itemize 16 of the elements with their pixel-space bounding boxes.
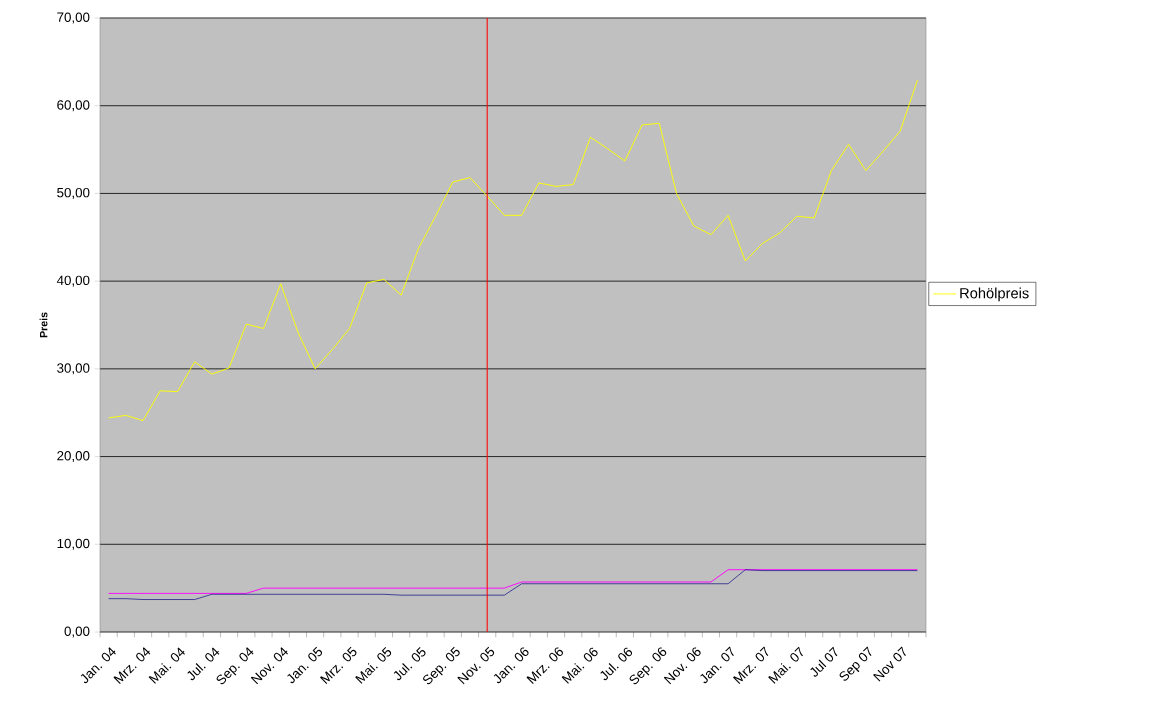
y-tick-label: 50,00 [57,187,90,199]
y-tick-label: 60,00 [57,100,90,112]
y-tick-label: 0,00 [64,626,90,638]
x-tick-label: Sep 07 [839,646,872,681]
y-tick-label: 10,00 [57,538,90,550]
y-axis-title: Preis [39,312,48,338]
line-series [108,79,918,422]
x-tick-label: Jul 07 [810,646,838,677]
y-tick-label: 70,00 [57,12,90,24]
y-tick-label: 30,00 [57,363,90,375]
x-tick-label: Mai. 07 [768,646,803,684]
legend-label: Rohölpreis [960,287,1029,302]
x-tick-label: Jan. 07 [700,646,734,684]
y-tick-label: 40,00 [56,275,90,287]
y-tick-label: 20,00 [57,451,90,463]
x-tick-label: Nov 07 [873,646,906,682]
